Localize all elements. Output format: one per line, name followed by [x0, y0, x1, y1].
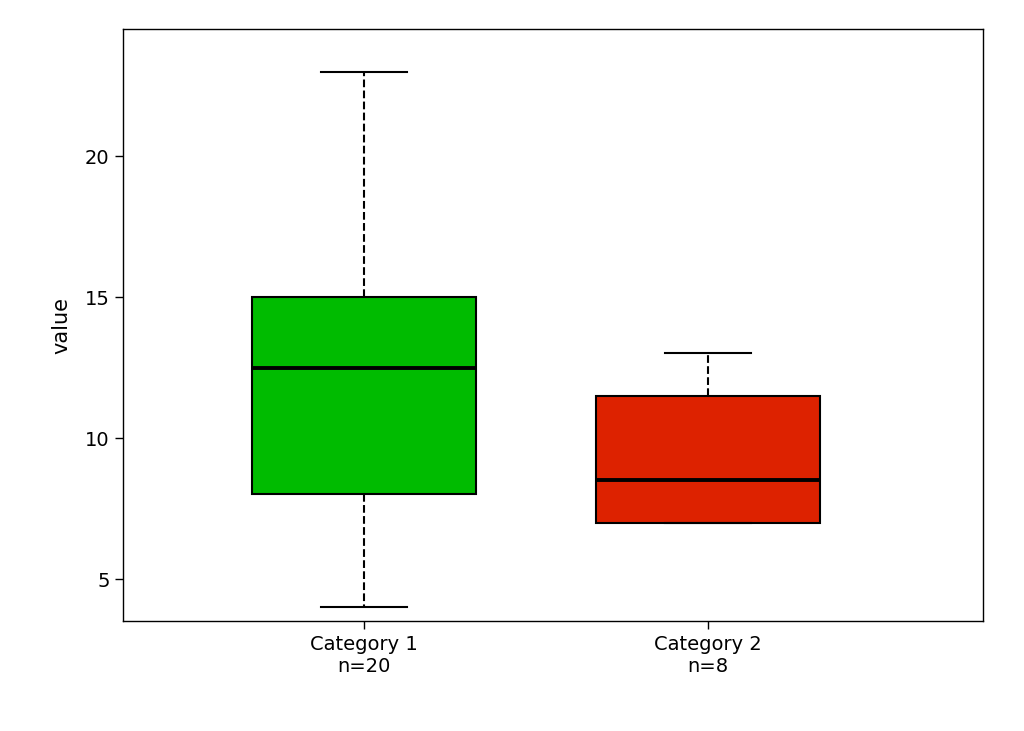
PathPatch shape: [252, 297, 475, 494]
PathPatch shape: [596, 395, 819, 523]
Y-axis label: value: value: [51, 297, 71, 354]
